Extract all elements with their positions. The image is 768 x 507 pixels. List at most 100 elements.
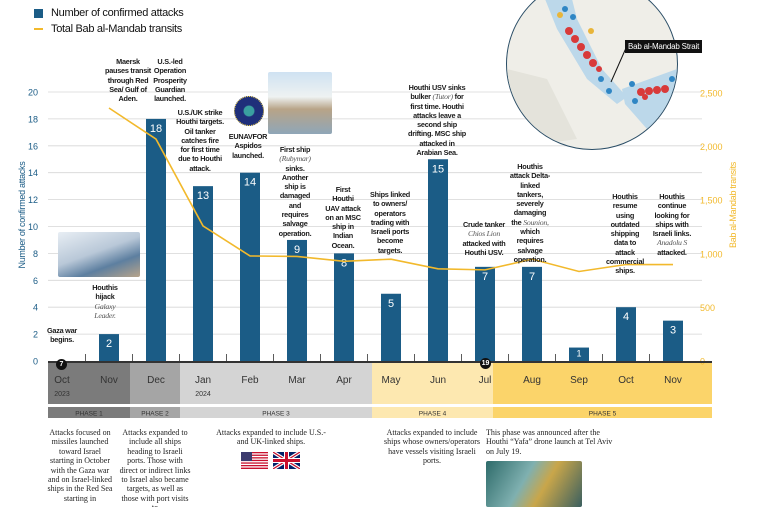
left-tick-label: 14 xyxy=(28,168,38,178)
left-axis-title: Number of confirmed attacks xyxy=(17,161,27,269)
date-marker-jul-19: 19 xyxy=(480,358,491,369)
annotation-uav-msc: First Houthi UAV attack on an MSC ship i… xyxy=(325,185,361,250)
month-label: May xyxy=(382,375,401,386)
right-tick-label: 2,000 xyxy=(700,142,723,152)
bar-value-label: 14 xyxy=(244,177,256,189)
legend-item-attacks: Number of confirmed attacks xyxy=(34,5,184,21)
month-label: Apr xyxy=(336,375,352,386)
bar-jun xyxy=(428,159,448,361)
month-band xyxy=(372,363,493,404)
phase-label: PHASE 2 xyxy=(141,411,169,418)
line-swatch-icon xyxy=(34,28,43,30)
annotation-us-uk-strike: U.S./UK strike Houthi targets. Oil tanke… xyxy=(176,108,224,173)
legend-label: Number of confirmed attacks xyxy=(51,7,184,19)
phase-2-note: Attacks expanded to include all ships he… xyxy=(119,428,191,507)
annotation-aspides: EUNAVFOR Aspidos launched. xyxy=(228,132,268,160)
annotation-galaxy-leader: Houthis hijack Galaxy Leader. xyxy=(92,283,118,320)
phase-5-note: This phase was announced after the Houth… xyxy=(486,428,613,456)
left-tick-label: 10 xyxy=(28,222,38,232)
bar-nov xyxy=(99,334,119,361)
bar-nov xyxy=(663,320,683,361)
bar-sep xyxy=(569,347,589,361)
bar-value-label: 13 xyxy=(197,190,209,202)
bar-value-label: 9 xyxy=(294,244,300,256)
year-label: 2023 xyxy=(54,391,70,398)
right-tick-label: 1,500 xyxy=(700,196,723,206)
galaxy-leader-photo xyxy=(58,232,140,277)
bar-jul xyxy=(475,266,495,361)
annotation-prosperity-guardian: U.S.-led Operation Prosperity Guardian l… xyxy=(153,57,187,104)
left-tick-label: 0 xyxy=(33,357,38,367)
bar-value-label: 7 xyxy=(482,271,488,283)
us-flag-icon xyxy=(241,452,268,469)
annotation-ships-linked: Ships linked to owners/ operators tradin… xyxy=(370,190,410,255)
left-tick-label: 4 xyxy=(33,303,38,313)
right-tick-label: 1,000 xyxy=(700,249,723,259)
month-label: Jan xyxy=(195,375,211,386)
bar-value-label: 15 xyxy=(432,163,444,175)
month-label: Sep xyxy=(570,375,588,386)
bar-value-label: 7 xyxy=(529,271,535,283)
bar-dec xyxy=(146,118,166,362)
date-marker-oct-7: 7 xyxy=(56,359,67,370)
month-band xyxy=(493,363,712,404)
right-tick-label: 500 xyxy=(700,303,715,313)
annotation-tutor: Houthi USV sinks bulker (Tutor) for firs… xyxy=(408,83,466,158)
left-tick-label: 2 xyxy=(33,330,38,340)
month-label: Jul xyxy=(479,375,492,386)
annotation-anadolu-s: Houthis continue looking for ships with … xyxy=(652,192,692,257)
month-label: Aug xyxy=(523,375,541,386)
yafa-drone-photo xyxy=(486,461,582,507)
left-tick-label: 16 xyxy=(28,141,38,151)
right-axis-title: Bab al-Mandab transits xyxy=(728,162,738,248)
left-tick-label: 12 xyxy=(28,195,38,205)
annotation-gaza-war: Gaza war begins. xyxy=(46,326,78,345)
phase-band xyxy=(372,407,493,418)
annotation-rubymar: First ship (Rubymar) sinks. Another ship… xyxy=(278,145,312,238)
bar-value-label: 4 xyxy=(623,311,629,323)
bar-value-label: 5 xyxy=(388,298,394,310)
phase-label: PHASE 4 xyxy=(419,411,447,418)
month-label: Nov xyxy=(100,375,118,386)
bar-may xyxy=(381,293,401,361)
legend-label: Total Bab al-Mandab transits xyxy=(51,23,183,35)
uk-flag-icon xyxy=(273,452,300,469)
left-tick-label: 8 xyxy=(33,249,38,259)
map-pointer xyxy=(610,47,627,83)
phase-label: PHASE 3 xyxy=(262,411,290,418)
month-label: Oct xyxy=(54,375,70,386)
phase-label: PHASE 1 xyxy=(75,411,103,418)
bar-swatch-icon xyxy=(34,8,43,18)
phase-4-note: Attacks expanded to include ships whose … xyxy=(384,428,480,466)
month-label: Mar xyxy=(288,375,306,386)
annotation-chios-lion: Crude tanker Chios Lion attacked with Ho… xyxy=(462,220,506,257)
left-tick-label: 18 xyxy=(28,114,38,124)
bar-oct xyxy=(616,307,636,361)
phase-band xyxy=(48,407,130,418)
month-band xyxy=(180,363,372,404)
year-label: 2024 xyxy=(195,391,211,398)
legend-item-transits: Total Bab al-Mandab transits xyxy=(34,21,184,37)
phase-band xyxy=(180,407,372,418)
bar-aug xyxy=(522,266,542,361)
map-inset xyxy=(506,0,678,150)
month-label: Oct xyxy=(618,375,634,386)
right-tick-label: 2,500 xyxy=(700,89,723,99)
phase-3-note: Attacks expanded to include U.S.- and UK… xyxy=(216,428,326,447)
annotation-maersk: Maersk pauses transit through Red Sea/ G… xyxy=(105,57,151,104)
phase-band xyxy=(130,407,180,418)
rubymar-photo xyxy=(268,72,332,134)
annotation-outdated-data: Houthis resume using outdated shipping d… xyxy=(605,192,645,276)
bar-feb xyxy=(240,172,260,361)
month-label: Dec xyxy=(147,375,165,386)
map-label: Bab al-Mandab Strait xyxy=(625,40,703,53)
phase-1-note: Attacks focused on missiles launched tow… xyxy=(47,428,113,503)
bar-apr xyxy=(334,253,354,361)
bar-value-label: 1 xyxy=(576,349,581,359)
month-label: Feb xyxy=(241,375,259,386)
bar-mar xyxy=(287,239,307,361)
legend: Number of confirmed attacks Total Bab al… xyxy=(34,5,184,37)
annotation-sounion: Houthis attack Delta-linked tankers, sev… xyxy=(509,162,551,264)
eunavfor-emblem-icon xyxy=(234,96,264,126)
